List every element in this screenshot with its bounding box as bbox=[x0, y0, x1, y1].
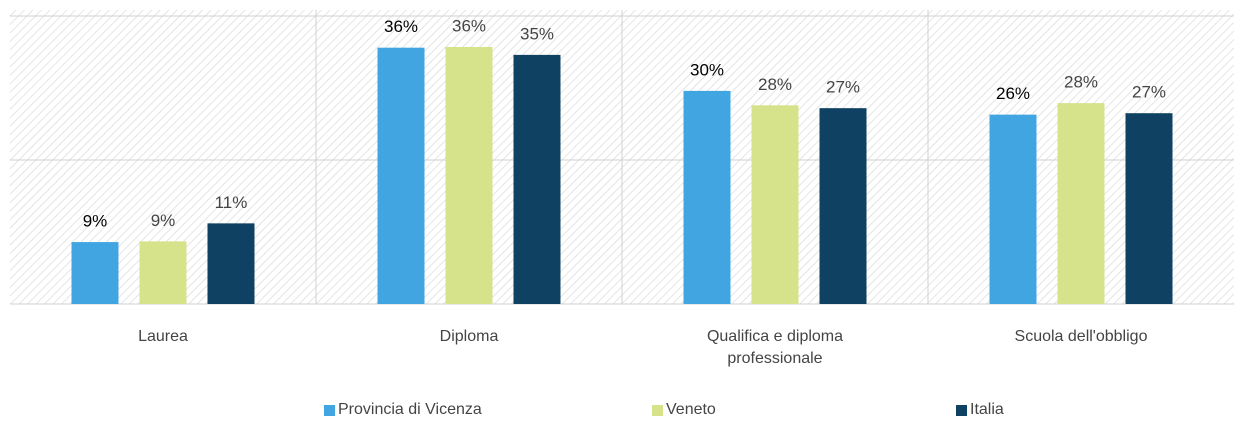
bar bbox=[989, 114, 1037, 304]
bar bbox=[683, 90, 731, 304]
bar bbox=[139, 241, 187, 304]
value-label: 9% bbox=[151, 211, 176, 230]
value-label: 30% bbox=[690, 60, 724, 79]
legend-swatch bbox=[652, 404, 663, 416]
legend-swatch bbox=[324, 404, 335, 416]
bar bbox=[445, 46, 493, 305]
legend-label: Veneto bbox=[666, 401, 716, 418]
value-label: 27% bbox=[1132, 83, 1166, 102]
bar bbox=[377, 47, 425, 305]
value-label: 9% bbox=[83, 212, 108, 231]
x-tick-label: Diploma bbox=[439, 328, 499, 345]
legend-item: Italia bbox=[956, 401, 1004, 419]
bar bbox=[1057, 103, 1105, 305]
bar bbox=[71, 242, 119, 304]
legend-item: Provincia di Vicenza bbox=[324, 401, 482, 419]
bar bbox=[751, 105, 799, 304]
value-label: 35% bbox=[520, 24, 554, 43]
x-tick-label: Qualifica e diploma professionale bbox=[706, 328, 844, 367]
legend-label: Italia bbox=[970, 401, 1004, 418]
bar bbox=[1125, 113, 1173, 304]
value-label: 27% bbox=[826, 78, 860, 97]
value-label: 28% bbox=[758, 75, 792, 94]
value-label: 28% bbox=[1064, 73, 1098, 92]
value-label: 36% bbox=[452, 16, 486, 35]
legend-swatch bbox=[956, 404, 967, 416]
x-tick-label: Laurea bbox=[138, 328, 188, 345]
bar bbox=[819, 108, 867, 304]
x-tick-label: Scuola dell'obbligo bbox=[1014, 328, 1148, 345]
value-label: 26% bbox=[996, 84, 1030, 103]
bar bbox=[207, 223, 255, 304]
legend-label: Provincia di Vicenza bbox=[338, 401, 482, 418]
value-label: 36% bbox=[384, 17, 418, 36]
bar bbox=[513, 54, 561, 304]
value-label: 11% bbox=[215, 193, 248, 212]
legend-item: Veneto bbox=[652, 401, 716, 419]
